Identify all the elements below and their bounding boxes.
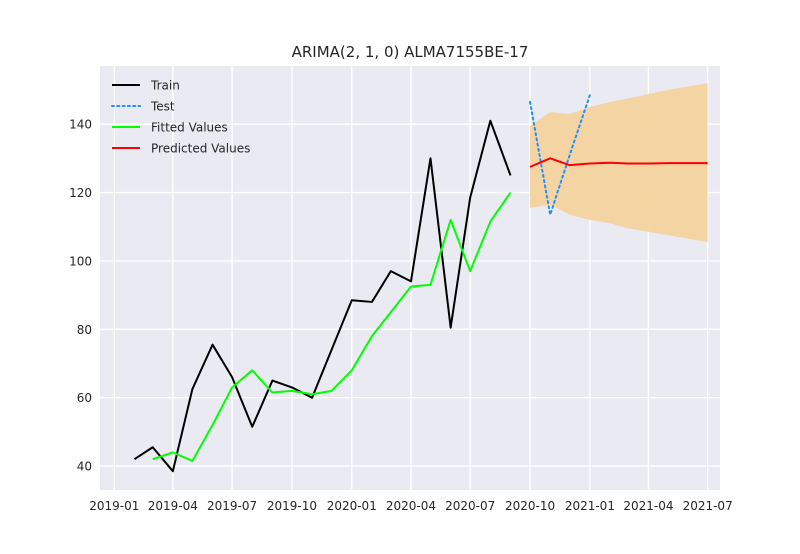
legend-label: Predicted Values xyxy=(151,142,250,156)
y-tick-label: 60 xyxy=(77,391,92,405)
x-tick-label: 2019-10 xyxy=(267,499,317,513)
legend-label: Test xyxy=(150,100,175,114)
predicted-values-line xyxy=(529,157,708,168)
y-tick-label: 140 xyxy=(69,118,92,132)
x-tick-label: 2019-04 xyxy=(148,499,198,513)
x-tick-label: 2020-07 xyxy=(445,499,495,513)
legend-label: Train xyxy=(150,79,180,93)
x-tick-label: 2021-04 xyxy=(623,499,673,513)
chart-title: ARIMA(2, 1, 0) ALMA7155BE-17 xyxy=(292,43,529,61)
y-axis-tick-labels: 40 60 80 100 120 140 xyxy=(69,118,92,474)
y-tick-label: 120 xyxy=(69,186,92,200)
legend: Train Test Fitted Values Predicted Values xyxy=(111,79,250,156)
x-tick-label: 2019-07 xyxy=(207,499,257,513)
x-tick-label: 2020-01 xyxy=(327,499,377,513)
y-tick-label: 100 xyxy=(69,254,92,268)
x-axis-tick-labels: 2019-01 2019-04 2019-07 2019-10 2020-01 2020-… xyxy=(89,499,732,513)
series-lines xyxy=(133,94,708,473)
y-tick-label: 80 xyxy=(77,323,92,337)
fitted-values-line xyxy=(152,191,512,462)
x-tick-label: 2021-01 xyxy=(565,499,615,513)
x-tick-label: 2020-04 xyxy=(386,499,436,513)
train-line xyxy=(133,119,512,473)
legend-label: Fitted Values xyxy=(151,121,228,135)
y-tick-label: 40 xyxy=(77,460,92,474)
x-tick-label: 2019-01 xyxy=(89,499,139,513)
x-tick-label: 2021-07 xyxy=(683,499,733,513)
x-tick-label: 2020-10 xyxy=(505,499,555,513)
test-line xyxy=(529,94,591,216)
